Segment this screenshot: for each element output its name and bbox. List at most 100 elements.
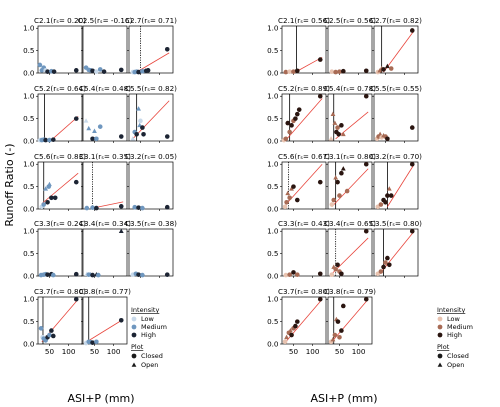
legend-marker-open bbox=[131, 362, 137, 367]
fit-line bbox=[383, 30, 415, 73]
legend-intensity-title: Intensity bbox=[131, 306, 159, 314]
data-point-closed bbox=[51, 272, 56, 278]
data-point-closed bbox=[97, 67, 103, 72]
data-point-open bbox=[289, 186, 294, 191]
data-point-closed bbox=[383, 260, 388, 265]
data-point-closed bbox=[282, 204, 288, 210]
y-tick-label: 1.0 bbox=[267, 227, 279, 236]
data-point-closed bbox=[140, 272, 145, 278]
data-point-closed bbox=[383, 199, 388, 205]
data-point-closed bbox=[333, 266, 338, 272]
data-point-closed bbox=[289, 123, 294, 128]
data-point-closed bbox=[101, 69, 107, 74]
legend-label-high: High bbox=[447, 331, 462, 339]
y-tick-label: 1.0 bbox=[23, 295, 35, 304]
data-point-closed bbox=[164, 272, 170, 277]
panel-frame bbox=[37, 161, 83, 210]
data-point-closed bbox=[118, 67, 124, 73]
data-point-closed bbox=[94, 69, 99, 74]
panel-title: C5.6(rₛ= 0.83) bbox=[34, 152, 86, 161]
panels-layer: C2.1(rₛ= 0.20)0.00.51.0C2.5(rₛ= -0.16)C2… bbox=[23, 16, 422, 356]
data-point-closed bbox=[90, 272, 95, 278]
data-point-closed bbox=[332, 332, 338, 338]
panel-frame bbox=[82, 161, 128, 210]
data-point-closed bbox=[387, 262, 392, 268]
x-axis-label-right: ASI+P (mm) bbox=[310, 392, 377, 405]
data-point-closed bbox=[291, 184, 296, 189]
data-point-closed bbox=[47, 332, 52, 338]
y-tick-label: 0.0 bbox=[23, 272, 35, 281]
panel-right-C5-2: C5.2(rₛ= 0.89) 0.0 0.5 1.0 bbox=[267, 84, 330, 146]
data-point-closed bbox=[291, 69, 296, 74]
data-point-closed bbox=[293, 116, 298, 121]
data-point-open bbox=[136, 106, 141, 111]
data-point-open bbox=[386, 186, 392, 191]
legend-marker-high bbox=[437, 332, 443, 338]
y-tick-label: 0.5 bbox=[267, 249, 278, 258]
fit-line bbox=[132, 100, 170, 140]
data-point-closed bbox=[341, 303, 346, 309]
panel-right-C2-5: C2.5(rₛ= 0.56) bbox=[324, 16, 376, 75]
data-point-closed bbox=[296, 107, 302, 112]
panel-title: C3.4(rₛ= 0.65) bbox=[324, 219, 376, 228]
data-point-closed bbox=[51, 69, 57, 74]
data-point-closed bbox=[385, 255, 390, 261]
legend-label-open: Open bbox=[447, 361, 464, 369]
data-point-closed bbox=[317, 179, 323, 185]
data-point-open bbox=[332, 120, 338, 125]
panel-title: C3.1(rₛ= 0.35) bbox=[79, 152, 131, 161]
panel-right-C3-1: C3.1(rₛ= 0.80) bbox=[324, 152, 376, 211]
x-tick-label: 50 bbox=[45, 347, 55, 356]
y-tick-label: 0.5 bbox=[267, 317, 278, 326]
y-tick-label: 0.5 bbox=[23, 249, 34, 258]
data-point-closed bbox=[329, 69, 335, 74]
y-tick-label: 0.0 bbox=[267, 69, 279, 78]
legend-plot-title: Plot bbox=[131, 343, 144, 351]
panel-left-C3-2: C3.2(rₛ= 0.05) bbox=[125, 152, 177, 211]
data-point-closed bbox=[94, 205, 99, 211]
data-point-closed bbox=[136, 272, 141, 277]
data-point-closed bbox=[339, 170, 344, 176]
y-tick-label: 0.0 bbox=[23, 137, 35, 146]
y-tick-label: 0.0 bbox=[267, 272, 279, 281]
fit-line bbox=[331, 237, 369, 275]
data-point-closed bbox=[409, 161, 415, 167]
data-point-closed bbox=[41, 202, 47, 207]
data-point-closed bbox=[47, 137, 52, 143]
data-point-closed bbox=[94, 339, 99, 345]
data-point-closed bbox=[409, 228, 415, 234]
panel-left-C2-1: C2.1(rₛ= 0.20) 0.0 0.5 1.0 bbox=[23, 16, 86, 78]
data-point-closed bbox=[385, 136, 390, 142]
legend-layer: IntensityLowMediumHighPlotClosedOpenInte… bbox=[131, 306, 473, 369]
legend-marker-closed bbox=[437, 353, 443, 359]
fit-line bbox=[331, 298, 369, 343]
panel-frame bbox=[281, 161, 327, 210]
panel-right-C5-6: C5.6(rₛ= 0.67) 0.0 0.5 1.0 bbox=[267, 152, 330, 214]
legend-marker-open bbox=[437, 362, 443, 367]
data-point-closed bbox=[138, 118, 143, 124]
panel-right-C5-4: C5.4(rₛ= 0.78) bbox=[324, 84, 376, 143]
y-tick-label: 0.0 bbox=[267, 137, 279, 146]
data-point-closed bbox=[287, 195, 292, 201]
legend-marker-medium bbox=[131, 324, 137, 330]
legend-plot-title: Plot bbox=[437, 343, 450, 351]
data-point-closed bbox=[283, 272, 289, 278]
data-point-closed bbox=[317, 93, 323, 99]
legend-marker-medium bbox=[437, 324, 443, 330]
data-point-open bbox=[330, 336, 336, 342]
panel-title: C3.2(rₛ= 0.05) bbox=[125, 152, 177, 161]
panel-title: C5.4(rₛ= 0.78) bbox=[324, 84, 376, 93]
data-point-closed bbox=[90, 136, 95, 142]
panel-frame bbox=[82, 93, 128, 142]
panel-frame bbox=[37, 25, 83, 74]
panel-left-C5-6: C5.6(rₛ= 0.83) 0.0 0.5 1.0 bbox=[23, 152, 86, 214]
data-point-closed bbox=[363, 68, 369, 74]
data-point-closed bbox=[335, 179, 340, 185]
x-tick-label: 100 bbox=[107, 347, 121, 356]
data-point-closed bbox=[378, 202, 384, 207]
panel-title: C3.7(rₛ= 0.80) bbox=[34, 287, 86, 296]
data-point-closed bbox=[388, 193, 394, 198]
data-point-closed bbox=[140, 205, 145, 211]
data-point-closed bbox=[73, 116, 79, 121]
panel-left-C3-8: C3.8(rₛ= 0.77) 50 100 bbox=[79, 287, 131, 356]
